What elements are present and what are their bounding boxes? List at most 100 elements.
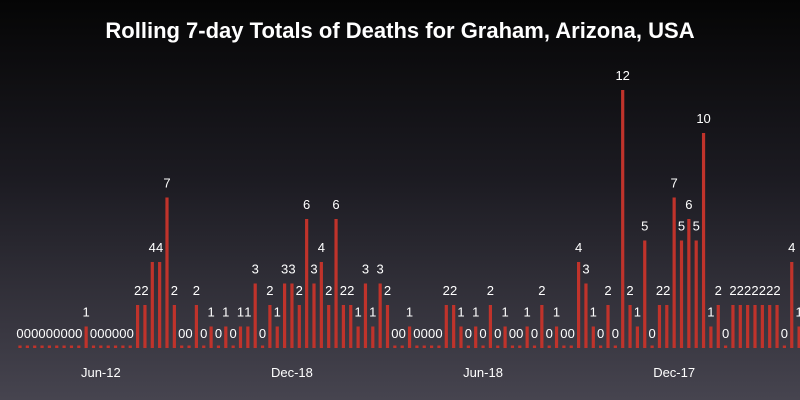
bar-value-label: 2 [171,283,178,298]
bar [525,326,529,348]
bar [430,345,434,348]
bar-value-label: 0 [612,326,619,341]
bar-value-label: 1 [634,305,641,320]
bar-value-label: 5 [678,219,685,234]
bar [224,326,228,348]
bar-value-label: 7 [671,176,678,191]
bar [327,305,331,348]
bar [437,345,441,348]
bar-value-label: 5 [693,219,700,234]
bar-value-label: 2 [193,283,200,298]
bar [415,345,419,348]
bar-value-label: 2 [487,283,494,298]
bar-value-label: 2 [134,283,141,298]
bar-value-label: 1 [274,305,281,320]
bar [106,345,110,348]
bar-value-label: 2 [715,283,722,298]
bar-value-label: 3 [281,262,288,277]
bar-value-label: 0 [597,326,604,341]
bar-value-label: 2 [347,283,354,298]
bar-value-label: 1 [590,305,597,320]
bar [25,345,29,348]
bar [136,305,140,348]
bar [746,305,750,348]
bar [260,345,265,348]
bar [143,305,147,348]
bar [194,305,198,348]
bar-value-label: 2 [266,283,273,298]
bar [18,345,22,348]
bar [731,305,735,348]
bar-value-label: 2 [604,283,611,298]
bar [474,326,478,348]
bar [187,345,191,348]
bar [768,305,772,348]
bar-value-label: 2 [296,283,303,298]
bar-value-label: 1 [244,305,251,320]
bar-value-label: 2 [773,283,780,298]
bar-value-label: 1 [207,305,214,320]
bar [77,345,81,348]
bar [679,240,684,348]
bar [562,345,566,348]
bar-value-label: 0 [97,326,104,341]
bar-value-label: 0 [38,326,45,341]
bar-value-label: 0 [568,326,575,341]
bar [165,197,169,348]
bar [591,326,595,348]
bar [532,345,537,348]
bar [356,326,360,348]
bar-value-label: 0 [215,326,222,341]
bar [584,283,588,348]
bar [393,345,397,348]
bar [687,219,691,348]
bar [158,262,162,348]
chart-title: Rolling 7-day Totals of Deaths for Graha… [105,18,695,43]
bar-value-label: 3 [252,262,259,277]
bar [650,345,654,348]
bar [540,305,544,348]
bar [407,326,412,348]
bar-value-label: 4 [156,240,163,255]
bar-value-label: 7 [163,176,170,191]
bar-value-label: 0 [112,326,119,341]
bar-value-label: 0 [60,326,67,341]
bar [62,345,66,348]
bar-value-label: 4 [575,240,582,255]
bar [33,345,37,348]
bar-value-label: 2 [759,283,766,298]
bar-value-label: 1 [501,305,508,320]
bar-value-label: 2 [141,283,148,298]
bar [775,305,779,348]
bar [371,326,375,348]
bar-value-label: 2 [325,283,332,298]
bar-value-label: 0 [16,326,23,341]
bar [738,305,742,348]
bar-value-label: 0 [75,326,82,341]
bar-value-label: 0 [24,326,31,341]
bar-value-label: 0 [119,326,126,341]
bar-value-label: 1 [237,305,244,320]
bar [238,326,243,348]
bar-value-label: 0 [53,326,60,341]
bar-value-label: 1 [222,305,229,320]
x-axis-ticks-group: Jun-12 Dec-18 Jun-18 Dec-17 [81,365,695,380]
bar-value-label: 0 [230,326,237,341]
bar [385,305,390,348]
bar [510,345,515,348]
bar [782,345,786,348]
bar-value-label: 0 [722,326,729,341]
bar-value-label: 2 [744,283,751,298]
bar-value-label: 1 [369,305,376,320]
bar-value-label: 2 [538,283,545,298]
bar [665,305,669,348]
bar-value-label: 0 [399,326,406,341]
bar-value-label: 2 [656,283,663,298]
bar [790,262,794,348]
bar [547,345,551,348]
bar-value-label: 12 [615,68,629,83]
bar-value-label: 0 [200,326,207,341]
x-tick-label: Dec-18 [271,365,313,380]
bar-value-label: 2 [384,283,391,298]
